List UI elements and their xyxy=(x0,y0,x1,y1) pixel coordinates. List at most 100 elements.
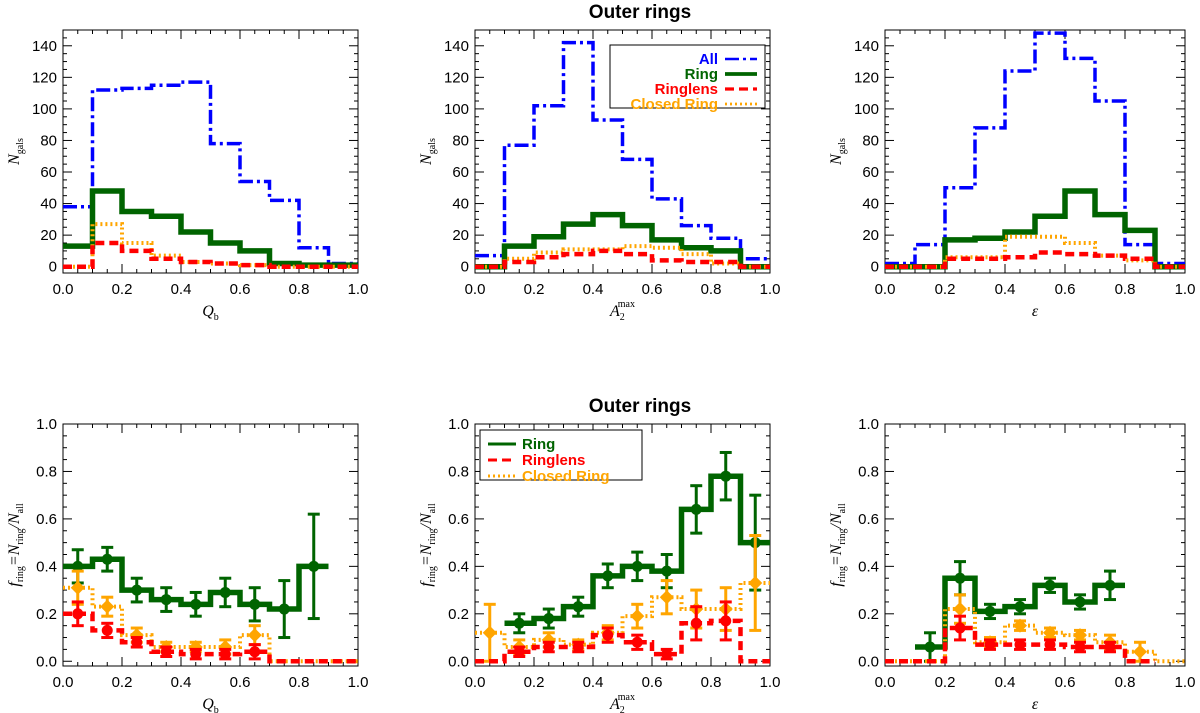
x-tick-label: 0.8 xyxy=(289,281,310,298)
data-point xyxy=(954,622,966,634)
y-tick-label: 120 xyxy=(854,69,879,86)
y-tick-label: 100 xyxy=(32,101,57,118)
y-label-sub: ring xyxy=(15,528,26,544)
data-point xyxy=(1014,601,1026,613)
y-tick-label: 1.0 xyxy=(858,416,879,433)
data-point-diamond xyxy=(630,609,645,624)
data-point xyxy=(278,603,290,615)
panel-top-middle: 0.0 0.2 0.4 0.6 0.8 1.0 0 20 40 60 80 100 120 140 A2 ma… xyxy=(418,29,780,323)
x-axis-label: Qb xyxy=(202,696,219,713)
x-label-main: ε xyxy=(1032,696,1039,713)
data-point xyxy=(720,615,732,627)
y-label-sub: all xyxy=(15,503,26,513)
x-tick-label: 0.8 xyxy=(701,281,722,298)
plot-area xyxy=(63,512,358,664)
y-axis-label: Ngals xyxy=(418,138,438,166)
data-point xyxy=(72,560,84,572)
legend-box xyxy=(479,429,643,481)
x-tick-label: 0.0 xyxy=(875,674,896,691)
y-label-sub: gals xyxy=(15,138,26,154)
x-tick-label: 0.4 xyxy=(583,281,604,298)
data-point xyxy=(1044,639,1056,651)
x-tick-label: 0.0 xyxy=(465,674,486,691)
legend-label: Ring xyxy=(685,66,718,83)
y-label-sub: ring xyxy=(837,566,848,582)
series-ringlens xyxy=(63,611,358,664)
data-point xyxy=(1014,639,1026,651)
y-axis-label: fring=Nring/Nall xyxy=(418,503,438,586)
data-point xyxy=(101,624,113,636)
y-tick-label: 0.4 xyxy=(858,558,879,575)
data-point xyxy=(513,646,525,658)
y-label-main: /N xyxy=(6,512,23,529)
x-label-main: ε xyxy=(1032,303,1039,320)
x-tick-label: 0.0 xyxy=(875,281,896,298)
x-tick-label: 0.6 xyxy=(642,674,663,691)
data-point xyxy=(1104,641,1116,653)
panel-bottom-middle: 0.0 0.2 0.4 0.6 0.8 1.0 0.0 0.2 0.4 0.6 0.8 1.0 A2 ma… xyxy=(418,416,780,713)
x-tick-label: 0.0 xyxy=(53,281,74,298)
x-axis-label: ε xyxy=(1032,696,1039,713)
series-ring xyxy=(475,211,770,270)
y-tick-label: 100 xyxy=(854,101,879,118)
y-tick-label: 0 xyxy=(461,259,469,276)
plot-area xyxy=(885,560,1185,664)
y-tick-label: 0.6 xyxy=(36,511,57,528)
data-point-diamond xyxy=(1133,644,1147,659)
legend-label: Closed Ring xyxy=(522,468,610,485)
x-tick-label: 0.2 xyxy=(935,674,956,691)
x-label-sup: max xyxy=(618,299,635,310)
y-tick-label: 120 xyxy=(444,69,469,86)
series-ring xyxy=(885,188,1185,270)
y-tick-label: 40 xyxy=(40,196,57,213)
y-label-sub: ring xyxy=(427,528,438,544)
data-point xyxy=(661,648,673,660)
x-tick-label: 0.8 xyxy=(1115,281,1136,298)
data-point xyxy=(190,598,202,610)
data-point xyxy=(160,646,172,658)
y-tick-label: 0.4 xyxy=(36,558,57,575)
x-label-main: Q xyxy=(202,696,214,713)
x-axis-label: A2 max xyxy=(609,299,635,323)
x-label-main: A xyxy=(609,303,620,320)
y-axis-label: fring=Nring/Nall xyxy=(828,503,848,586)
data-point xyxy=(190,648,202,660)
data-point xyxy=(543,641,555,653)
y-tick-label: 20 xyxy=(862,227,879,244)
data-point xyxy=(690,503,702,515)
panel-bottom-right: 0.0 0.2 0.4 0.6 0.8 1.00.00.20.40.60.81.0εfri… xyxy=(828,416,1195,713)
data-point xyxy=(131,584,143,596)
data-point-diamond xyxy=(1043,625,1057,640)
data-point xyxy=(1104,579,1116,591)
series-all xyxy=(475,40,770,261)
plot-area xyxy=(63,80,358,269)
data-point xyxy=(720,470,732,482)
x-tick-label: 1.0 xyxy=(348,674,369,691)
data-point xyxy=(602,570,614,582)
legend-label: Ringlens xyxy=(655,81,718,98)
series-ringlens xyxy=(885,250,1185,269)
series-ringlens xyxy=(63,240,358,269)
y-tick-label: 80 xyxy=(40,132,57,149)
y-tick-label: 1.0 xyxy=(448,416,469,433)
x-tick-label: 0.8 xyxy=(289,674,310,691)
x-tick-label: 0.4 xyxy=(583,674,604,691)
y-tick-label: 0.6 xyxy=(858,511,879,528)
series-ring xyxy=(63,188,358,268)
y-tick-label: 20 xyxy=(40,227,57,244)
x-tick-label: 1.0 xyxy=(760,674,781,691)
x-tick-label: 0.0 xyxy=(53,674,74,691)
y-tick-label: 140 xyxy=(854,38,879,55)
x-tick-label: 1.0 xyxy=(348,281,369,298)
y-tick-label: 0.2 xyxy=(448,606,469,623)
legend-label: All xyxy=(699,51,718,68)
y-tick-label: 60 xyxy=(40,164,57,181)
series-ringlens xyxy=(475,618,770,664)
data-point xyxy=(131,636,143,648)
y-axis-label: fring=Nring/Nall xyxy=(6,503,26,586)
data-point xyxy=(572,601,584,613)
data-point xyxy=(924,641,936,653)
x-tick-label: 0.6 xyxy=(230,281,251,298)
y-tick-label: 0.0 xyxy=(448,653,469,670)
y-label-main: f xyxy=(6,580,23,587)
